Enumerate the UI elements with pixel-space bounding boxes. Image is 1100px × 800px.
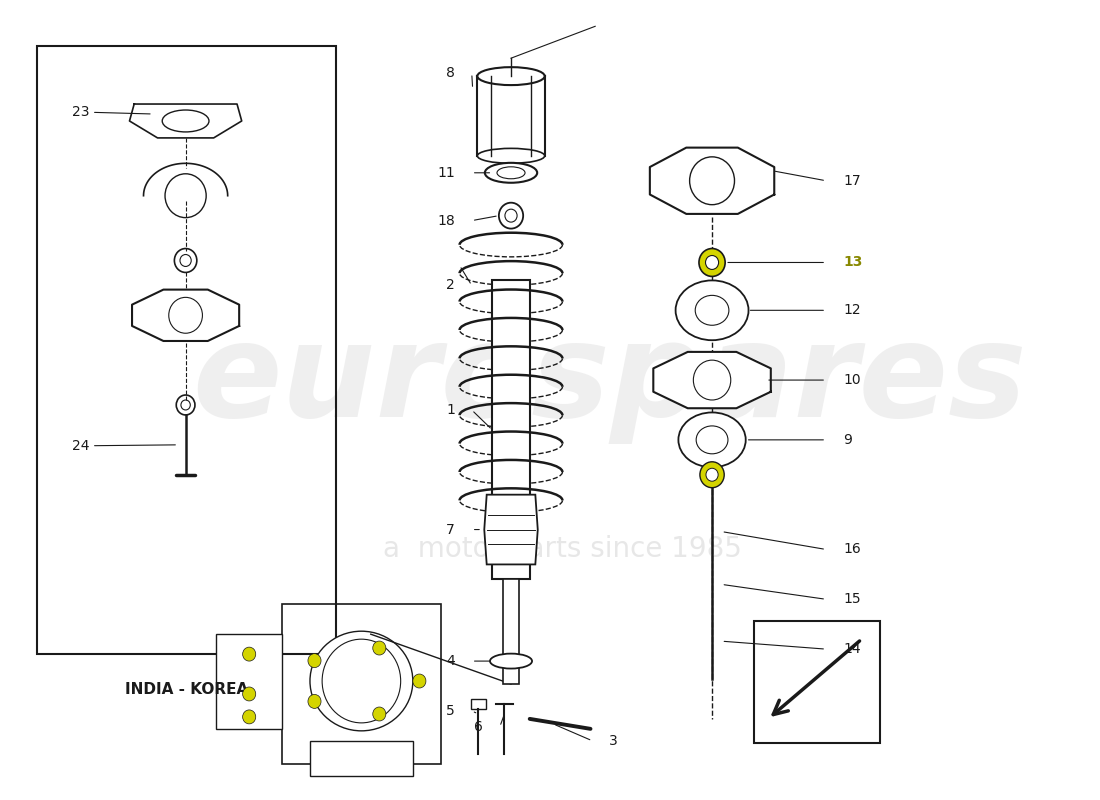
Circle shape	[243, 687, 255, 701]
Text: eurospares: eurospares	[191, 317, 1026, 443]
Ellipse shape	[485, 163, 537, 182]
Ellipse shape	[679, 413, 746, 467]
Ellipse shape	[497, 167, 525, 178]
Circle shape	[373, 707, 386, 721]
Text: INDIA - KOREA: INDIA - KOREA	[125, 682, 249, 697]
Circle shape	[243, 647, 255, 661]
Bar	[282, 604, 441, 764]
Circle shape	[706, 468, 718, 482]
Text: 10: 10	[843, 373, 860, 387]
Text: 8: 8	[446, 66, 455, 80]
Ellipse shape	[477, 148, 544, 163]
Circle shape	[700, 462, 724, 488]
Text: 6: 6	[474, 720, 483, 734]
Text: 1: 1	[446, 403, 455, 417]
Circle shape	[243, 710, 255, 724]
Text: 15: 15	[843, 592, 860, 606]
Text: 17: 17	[843, 174, 860, 188]
Ellipse shape	[477, 67, 544, 85]
Bar	[217, 634, 282, 729]
Bar	[37, 46, 337, 654]
Polygon shape	[653, 352, 771, 408]
Text: 7: 7	[447, 522, 455, 537]
Polygon shape	[650, 148, 774, 214]
Bar	[310, 741, 412, 776]
Polygon shape	[132, 290, 239, 341]
Bar	[493, 281, 530, 579]
Bar	[471, 699, 486, 709]
Bar	[503, 579, 519, 684]
Ellipse shape	[490, 654, 532, 669]
Circle shape	[412, 674, 426, 688]
Ellipse shape	[675, 281, 748, 340]
Polygon shape	[143, 163, 228, 196]
Text: 18: 18	[437, 214, 455, 228]
Text: 2: 2	[447, 278, 455, 292]
Text: 3: 3	[609, 734, 618, 748]
Ellipse shape	[695, 295, 729, 326]
Ellipse shape	[696, 426, 728, 454]
Circle shape	[705, 255, 718, 270]
Text: 11: 11	[437, 166, 455, 180]
Bar	[755, 622, 880, 743]
Text: 14: 14	[843, 642, 860, 656]
Circle shape	[308, 694, 321, 708]
Polygon shape	[484, 494, 538, 565]
Polygon shape	[130, 104, 242, 138]
Circle shape	[373, 641, 386, 655]
Ellipse shape	[310, 631, 412, 731]
Circle shape	[308, 654, 321, 668]
Text: 13: 13	[843, 255, 862, 270]
Text: 9: 9	[843, 433, 851, 447]
Text: 16: 16	[843, 542, 860, 557]
Text: a  motor parts since 1985: a motor parts since 1985	[383, 535, 741, 563]
Text: 5: 5	[447, 704, 455, 718]
Text: 24: 24	[72, 439, 175, 453]
Text: 12: 12	[843, 303, 860, 318]
Text: 23: 23	[72, 105, 150, 119]
Text: 4: 4	[447, 654, 455, 668]
Circle shape	[698, 249, 725, 277]
